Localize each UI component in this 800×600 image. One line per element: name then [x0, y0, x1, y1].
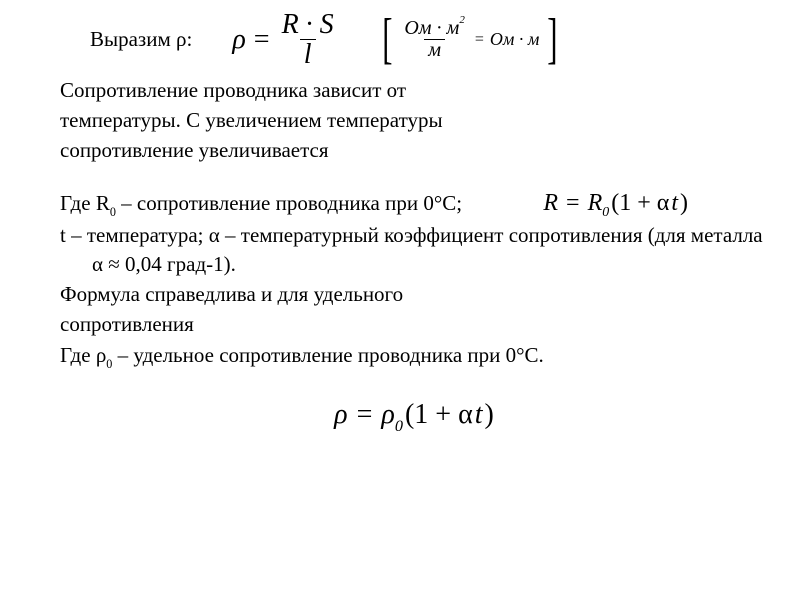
formula-fraction: R · S l [278, 10, 338, 70]
formula-numerator: R · S [278, 10, 338, 39]
p1-line3: сопротивление увеличивается [60, 136, 770, 164]
formula-rho: ρ = R · S l [232, 10, 337, 70]
document-page: Выразим ρ: ρ = R · S l [ Ом · м2 м = Ом … [0, 0, 800, 600]
dim-num-text: Ом · м [404, 17, 459, 39]
spacer-1 [60, 167, 770, 189]
eq3-rho0-sub: 0 [395, 417, 403, 435]
eq2-R0-sub: 0 [602, 205, 609, 220]
dimension-box: [ Ом · м2 м = Ом · м ] [378, 18, 562, 61]
p2-line2: t – температура; α – температурный коэфф… [60, 221, 770, 278]
p2-l1-sub: 0 [110, 205, 116, 219]
equation-rho-centered: ρ = ρ0(1 + αt) [60, 399, 770, 435]
equation-R: R = R0(1 + αt) [543, 187, 690, 223]
p2-line1: Где R0 – сопротивление проводника при 0°… [60, 189, 770, 220]
dimension-eq: = [473, 31, 486, 49]
p3-line1: Формула справедлива и для удельного [60, 280, 770, 308]
left-bracket: [ [382, 20, 392, 59]
eq3-t: t [475, 399, 483, 430]
eq2-close: ) [678, 190, 690, 216]
dimension-num: Ом · м2 [400, 18, 468, 39]
eq3-rho: ρ [334, 399, 347, 430]
first-row: Выразим ρ: ρ = R · S l [ Ом · м2 м = Ом … [60, 10, 770, 70]
p4-a: Где ρ [60, 343, 106, 367]
dimension-fraction: Ом · м2 м [400, 18, 468, 61]
eq2-R0: R [588, 190, 603, 216]
eq3-rho0: ρ [381, 399, 394, 430]
eq2-eq: = [558, 190, 588, 216]
formula-lhs: ρ [232, 24, 245, 56]
p3-line2: сопротивления [60, 310, 770, 338]
dimension-rhs: Ом · м [490, 29, 539, 50]
p2-l1-b: – сопротивление проводника при 0°С; [116, 191, 462, 215]
eq3-eq: = [348, 399, 382, 430]
eq2-R: R [543, 190, 558, 216]
formula-denominator: l [300, 39, 316, 69]
p4-line: Где ρ0 – удельное сопротивление проводни… [60, 341, 770, 372]
intro-text: Выразим ρ: [60, 27, 192, 52]
dimension-den: м [424, 39, 445, 61]
paragraph-4: Где ρ0 – удельное сопротивление проводни… [60, 341, 770, 372]
p2-l1-a: Где R [60, 191, 110, 215]
formula-eq: = [252, 24, 272, 56]
dim-num-sup: 2 [459, 14, 465, 26]
paragraph-2: Где R0 – сопротивление проводника при 0°… [60, 189, 770, 278]
p4-sub: 0 [106, 357, 112, 371]
eq3-close: ) [483, 399, 496, 430]
p1-line1: Сопротивление проводника зависит от [60, 76, 770, 104]
paragraph-3: Формула справедлива и для удельного сопр… [60, 280, 770, 339]
right-bracket: ] [548, 20, 558, 59]
eq3-paren: (1 + α [403, 399, 475, 430]
p4-b: – удельное сопротивление проводника при … [112, 343, 543, 367]
eq2-paren: (1 + α [609, 190, 671, 216]
p1-line2: температуры. С увеличением температуры [60, 106, 770, 134]
paragraph-1: Сопротивление проводника зависит от темп… [60, 76, 770, 165]
eq2-t: t [671, 190, 678, 216]
